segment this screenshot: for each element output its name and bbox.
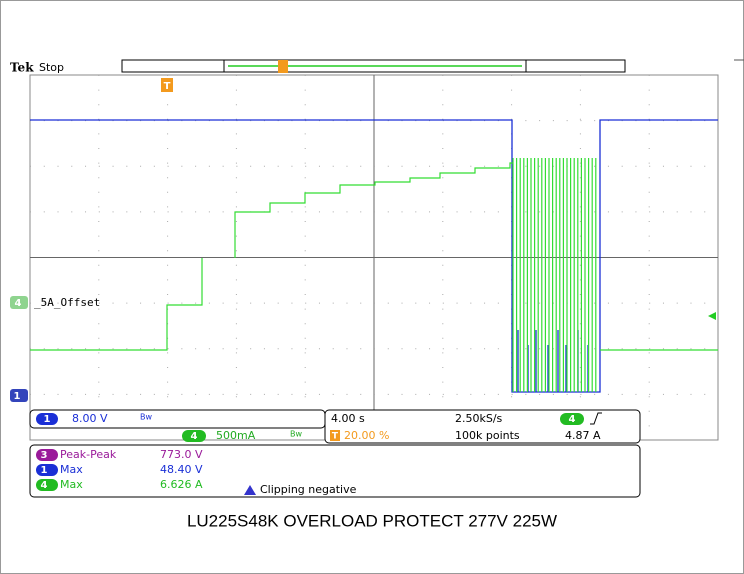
trigger-level-arrow bbox=[708, 312, 716, 320]
trigger-channel-badge bbox=[560, 413, 584, 425]
ch4-badge bbox=[182, 430, 206, 442]
measurement-channel: 4 bbox=[41, 480, 48, 491]
trigger-level: 4.87 A bbox=[565, 429, 601, 442]
warning-icon bbox=[244, 485, 256, 495]
measurement-name: Max bbox=[60, 463, 83, 476]
record-length: 100k points bbox=[455, 429, 520, 442]
ch4-marker bbox=[10, 296, 28, 309]
status: Stop bbox=[39, 61, 64, 74]
trigger-position bbox=[278, 60, 288, 73]
measurement-badge bbox=[36, 479, 58, 491]
trigger-position-value: 20.00 % bbox=[344, 429, 389, 442]
measurement-name: Peak-Peak bbox=[60, 448, 117, 461]
ch4-number: 4 bbox=[191, 431, 198, 442]
ch4-offset-label: _5A_Offset bbox=[34, 296, 100, 309]
ch1-bw: Bw bbox=[140, 413, 152, 422]
measurement-channel: 1 bbox=[41, 465, 48, 476]
brand: Tek bbox=[10, 61, 34, 75]
measurement-value: 6.626 A bbox=[160, 478, 203, 491]
measurement-value: 773.0 V bbox=[160, 448, 203, 461]
trigger-marker bbox=[161, 78, 173, 92]
ch1-marker bbox=[10, 389, 28, 402]
measurement-panel bbox=[29, 444, 641, 498]
trigger-icon bbox=[330, 430, 340, 441]
measurement-name: Max bbox=[60, 478, 83, 491]
ch1-scale: 8.00 V bbox=[72, 412, 108, 425]
trigger-marker-label: T bbox=[164, 81, 171, 92]
time-scale: 4.00 s bbox=[331, 412, 365, 425]
ch1-marker-label: 1 bbox=[14, 391, 21, 402]
waveforms bbox=[30, 119, 718, 393]
ch4-trace bbox=[30, 158, 718, 392]
ch4-scale: 500mA bbox=[216, 429, 256, 442]
warning: Clipping negative bbox=[260, 483, 357, 496]
slope-icon bbox=[590, 412, 602, 425]
sample-rate: 2.50kS/s bbox=[455, 412, 503, 425]
trigger-channel: 4 bbox=[569, 414, 576, 425]
measurement-badge bbox=[36, 464, 58, 476]
ch1-number: 1 bbox=[44, 414, 51, 425]
measurement-value: 48.40 V bbox=[160, 463, 203, 476]
trigger-icon-label: T bbox=[332, 432, 339, 442]
ch1-badge bbox=[36, 413, 58, 425]
measurement-badge bbox=[36, 449, 58, 461]
ch4-marker-label: 4 bbox=[15, 298, 22, 309]
measurements: 3 Peak-Peak 773.0 V 1 Max 48.40 V 4 Max 6.626 A bbox=[36, 448, 203, 491]
measurement-channel: 3 bbox=[41, 450, 48, 461]
ch4-bw: Bw bbox=[290, 430, 302, 439]
caption: LU225S48K OVERLOAD PROTECT 277V 225W bbox=[187, 511, 557, 530]
